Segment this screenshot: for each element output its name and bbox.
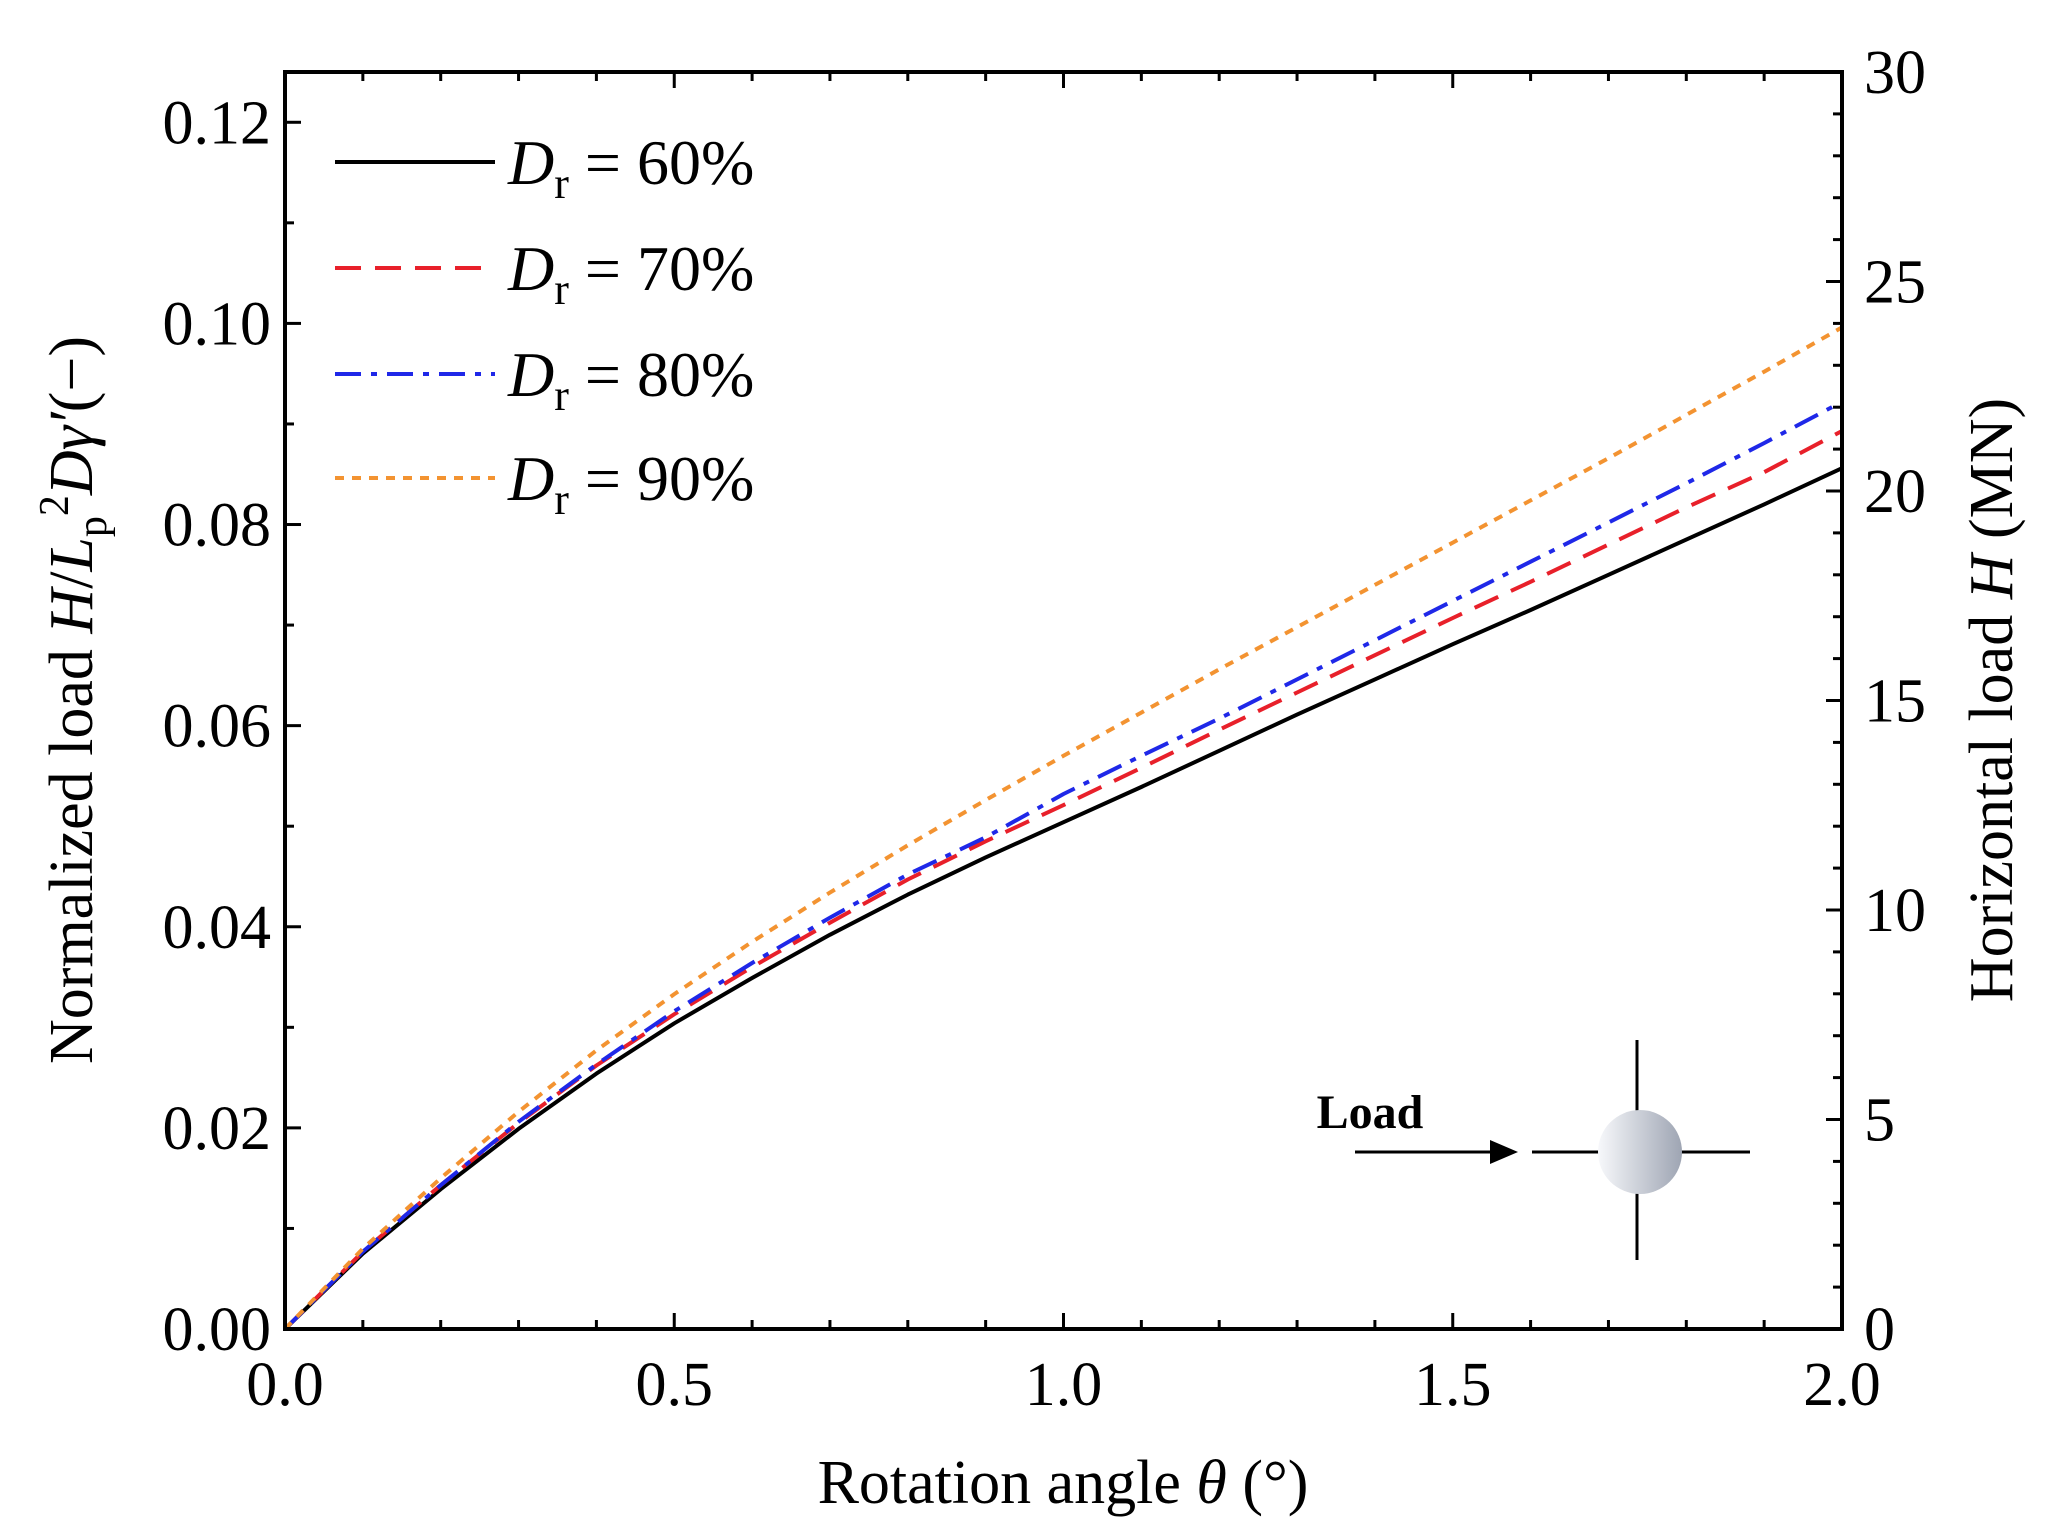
y-left-tick-label: 0.00 bbox=[163, 1296, 272, 1364]
y-right-tick-label: 5 bbox=[1864, 1087, 1895, 1155]
series-lines bbox=[285, 325, 1842, 1329]
y-left-tick-label: 0.10 bbox=[163, 290, 272, 358]
series-line-dr60 bbox=[285, 466, 1842, 1329]
y-left-tick-label: 0.06 bbox=[163, 693, 272, 761]
y-right-tick-label: 0 bbox=[1864, 1296, 1895, 1364]
arrow-right-icon bbox=[1490, 1140, 1518, 1164]
y-left-tick-label: 0.12 bbox=[163, 89, 272, 157]
pile-section-icon bbox=[1598, 1110, 1682, 1194]
x-tick-label: 0.0 bbox=[246, 1351, 324, 1419]
series-line-dr90 bbox=[285, 325, 1842, 1329]
x-tick-label: 0.5 bbox=[636, 1351, 714, 1419]
y-left-tick-label: 0.04 bbox=[163, 894, 272, 962]
y-right-tick-label: 10 bbox=[1864, 877, 1926, 945]
x-tick-label: 2.0 bbox=[1803, 1351, 1881, 1419]
legend-label-70: Dr = 70% bbox=[507, 233, 754, 314]
load-diagram: Load bbox=[1317, 1040, 1750, 1260]
y-right-tick-label: 20 bbox=[1864, 458, 1926, 526]
series-line-dr80 bbox=[285, 400, 1842, 1329]
legend-label-60: Dr = 60% bbox=[507, 127, 754, 208]
y-right-tick-label: 25 bbox=[1864, 249, 1926, 317]
y-left-axis-title: Normalized load H/Lp2Dγ′(−) bbox=[32, 336, 116, 1064]
legend-label-80: Dr = 80% bbox=[507, 339, 754, 420]
y-right-tick-label: 30 bbox=[1864, 39, 1926, 107]
y-left-tick-label: 0.08 bbox=[163, 492, 272, 560]
legend: Dr = 60% Dr = 70% Dr = 80% Dr = 90% bbox=[335, 127, 754, 524]
y-right-axis-title: Horizontal load H (MN) bbox=[1958, 398, 2026, 1002]
plot-frame bbox=[283, 70, 1844, 1331]
y-right-tick-label: 15 bbox=[1864, 668, 1926, 736]
x-axis-title: Rotation angle θ (°) bbox=[818, 1449, 1309, 1517]
x-tick-label: 1.5 bbox=[1414, 1351, 1492, 1419]
y-left-tick-label: 0.02 bbox=[163, 1095, 272, 1163]
legend-label-90: Dr = 90% bbox=[507, 443, 754, 524]
tick-labels: 0.0 0.5 1.0 1.5 2.0 0.00 0.02 0.04 0.06 0.08 0.10 0… bbox=[163, 39, 1927, 1419]
load-label: Load bbox=[1317, 1086, 1424, 1139]
series-line-dr70 bbox=[285, 429, 1842, 1329]
x-tick-label: 1.0 bbox=[1025, 1351, 1103, 1419]
